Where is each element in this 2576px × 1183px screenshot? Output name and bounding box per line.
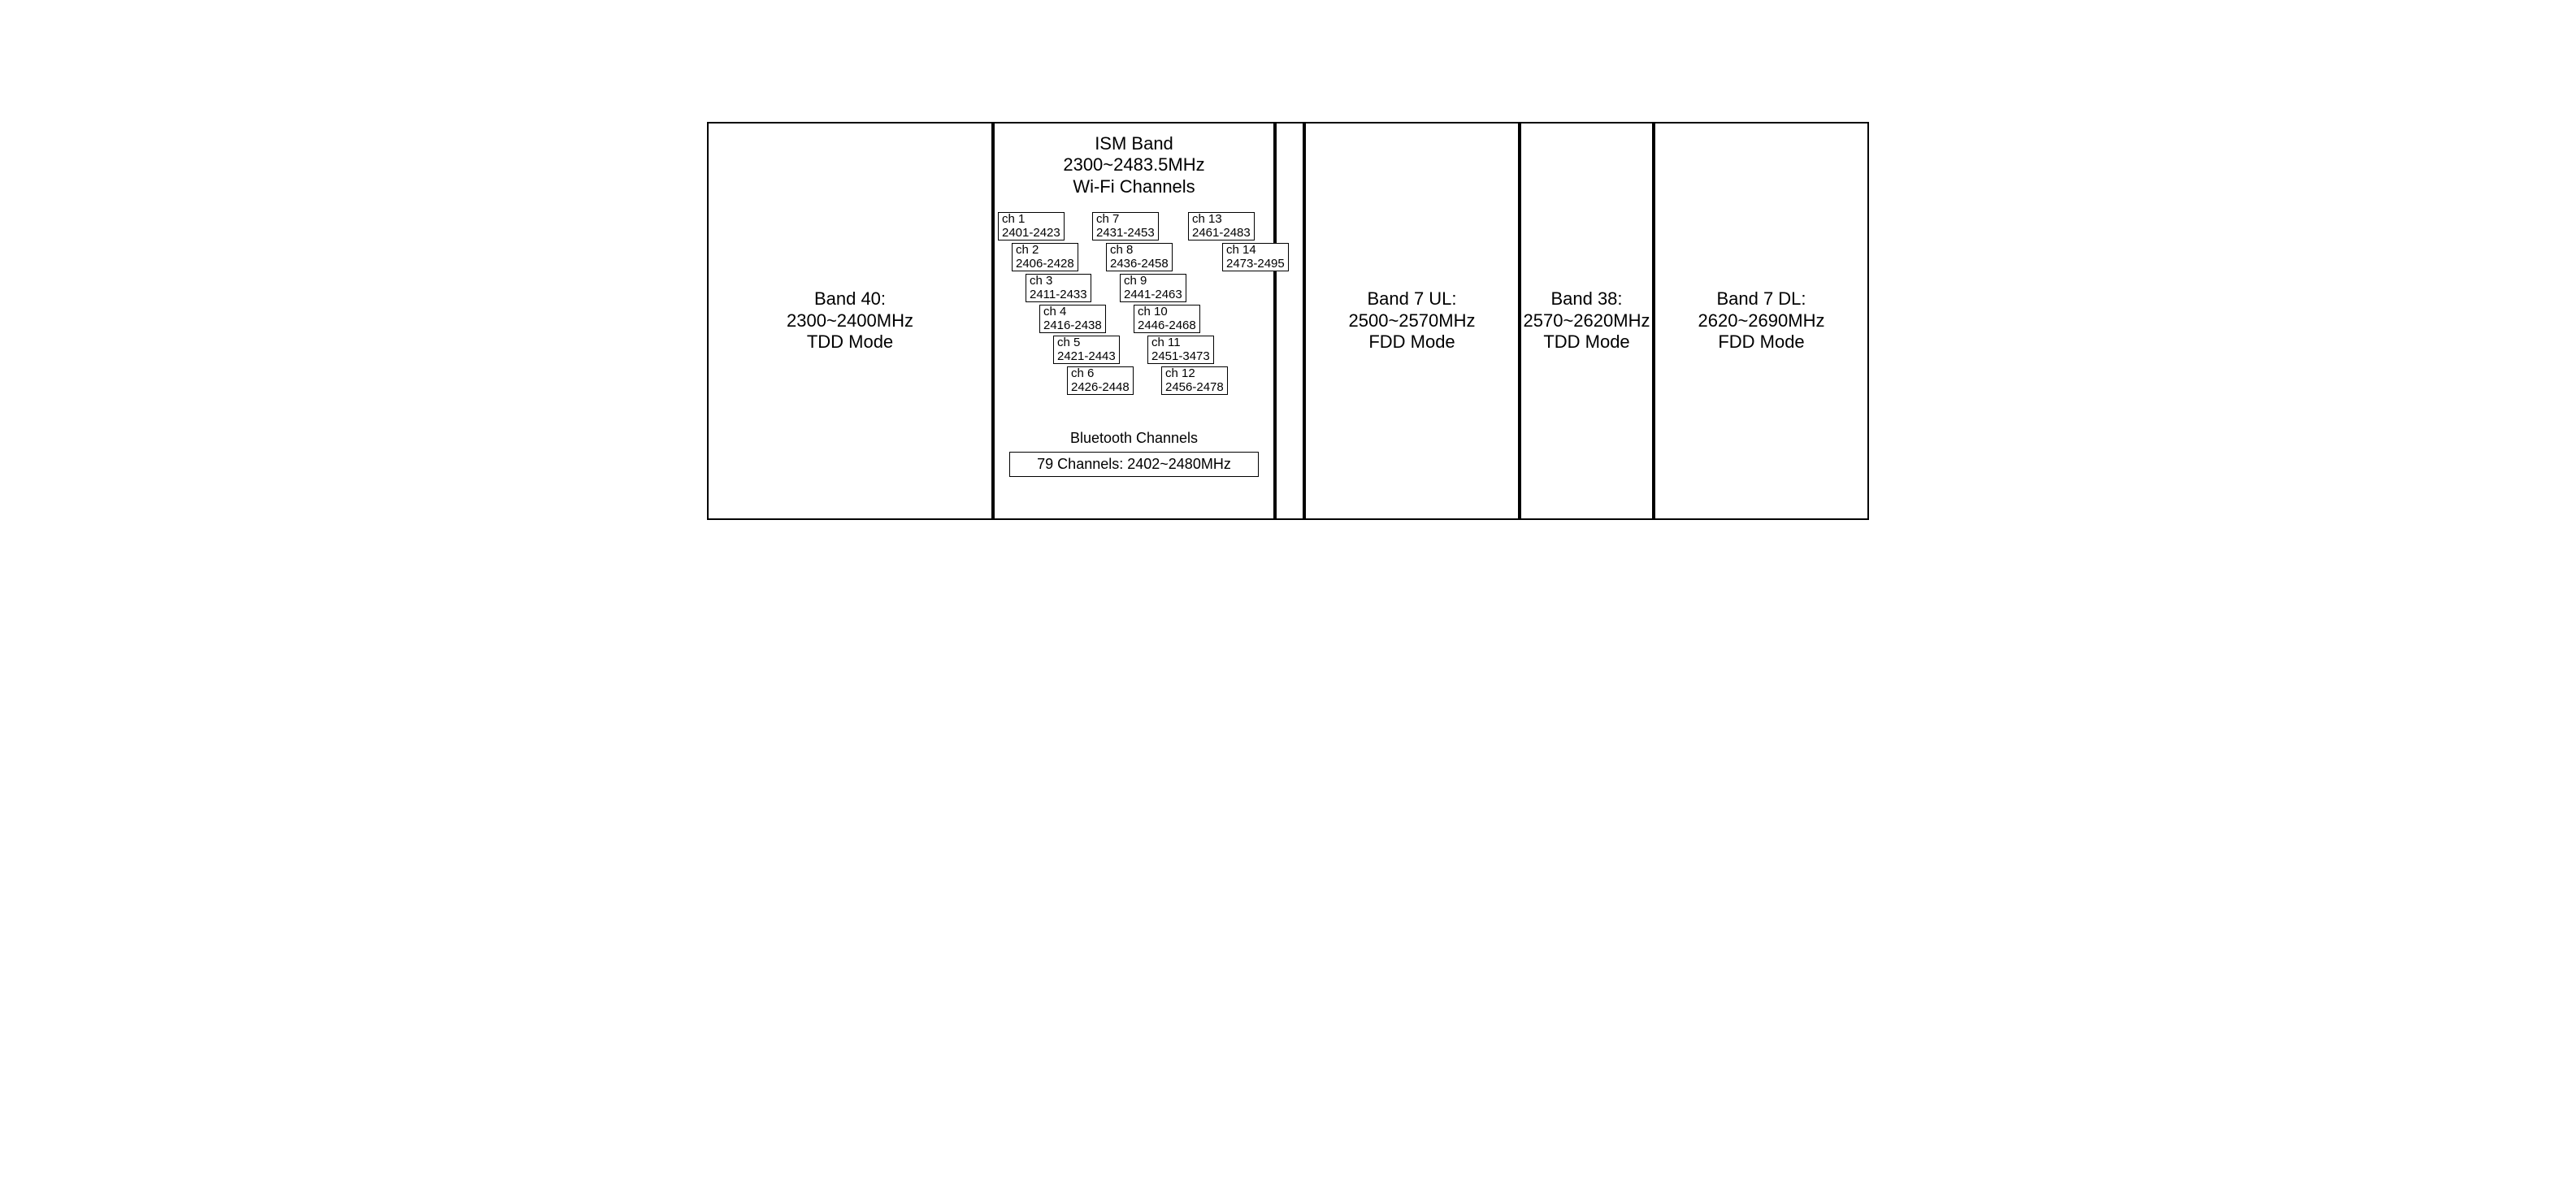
- band-band7ul-mode: FDD Mode: [1368, 332, 1455, 353]
- wifi-channel-9-label: ch 9: [1124, 275, 1182, 288]
- band-band7dl-title: Band 7 DL:: [1716, 288, 1806, 310]
- wifi-channel-1: ch 12401-2423: [998, 212, 1065, 240]
- band-band7dl-mode: FDD Mode: [1718, 332, 1804, 353]
- wifi-channel-9-range: 2441-2463: [1124, 288, 1182, 302]
- spectrum-gap: [1275, 122, 1304, 520]
- wifi-channel-2: ch 22406-2428: [1012, 243, 1078, 271]
- wifi-channel-9: ch 92441-2463: [1120, 274, 1186, 302]
- wifi-channel-1-label: ch 1: [1002, 213, 1060, 227]
- wifi-channel-6-range: 2426-2448: [1071, 381, 1130, 395]
- band-band38-mode: TDD Mode: [1543, 332, 1629, 353]
- band-cell-band40: Band 40:2300~2400MHzTDD Mode: [707, 122, 993, 520]
- ism-title_line2: 2300~2483.5MHz: [995, 154, 1273, 176]
- wifi-channel-8-label: ch 8: [1110, 244, 1169, 258]
- wifi-channel-3: ch 32411-2433: [1026, 274, 1091, 302]
- ism-band-cell: ISM Band2300~2483.5MHzWi-Fi Channels ch 1…: [993, 122, 1275, 520]
- wifi-channel-11-range: 2451-3473: [1151, 350, 1210, 364]
- wifi-channel-3-label: ch 3: [1030, 275, 1087, 288]
- wifi-channel-6: ch 62426-2448: [1067, 366, 1134, 395]
- wifi-channel-11: ch 112451-3473: [1147, 336, 1214, 364]
- wifi-channel-13: ch 132461-2483: [1188, 212, 1255, 240]
- wifi-channel-12: ch 122456-2478: [1161, 366, 1228, 395]
- wifi-channel-12-range: 2456-2478: [1165, 381, 1224, 395]
- ism-title_line1: ISM Band: [995, 133, 1273, 154]
- wifi-channel-1-range: 2401-2423: [1002, 227, 1060, 240]
- band-band7ul-title: Band 7 UL:: [1367, 288, 1456, 310]
- wifi-channel-7: ch 72431-2453: [1092, 212, 1159, 240]
- wifi-channel-11-label: ch 11: [1151, 336, 1210, 350]
- bluetooth-label: Bluetooth Channels: [995, 430, 1273, 447]
- band-band38-range: 2570~2620MHz: [1524, 310, 1650, 332]
- ism-header: ISM Band2300~2483.5MHzWi-Fi Channels: [995, 124, 1273, 197]
- wifi-channel-6-label: ch 6: [1071, 367, 1130, 381]
- wifi-channel-14: ch 142473-2495: [1222, 243, 1289, 271]
- band-band40-range: 2300~2400MHz: [787, 310, 913, 332]
- bluetooth-channels-bar: 79 Channels: 2402~2480MHz: [1009, 452, 1259, 477]
- wifi-channel-5: ch 52421-2443: [1053, 336, 1120, 364]
- wifi-channel-7-label: ch 7: [1096, 213, 1155, 227]
- wifi-channel-12-label: ch 12: [1165, 367, 1224, 381]
- wifi-channel-2-range: 2406-2428: [1016, 258, 1074, 271]
- band-cell-band7dl: Band 7 DL:2620~2690MHzFDD Mode: [1654, 122, 1869, 520]
- wifi-channel-5-label: ch 5: [1057, 336, 1116, 350]
- band-cell-band7ul: Band 7 UL:2500~2570MHzFDD Mode: [1304, 122, 1520, 520]
- band-band40-mode: TDD Mode: [807, 332, 893, 353]
- wifi-channel-14-range: 2473-2495: [1226, 258, 1285, 271]
- frequency-band-diagram: Band 40:2300~2400MHzTDD ModeBand 7 UL:25…: [707, 122, 1869, 520]
- band-cell-band38: Band 38:2570~2620MHzTDD Mode: [1520, 122, 1654, 520]
- wifi-channel-4-range: 2416-2438: [1043, 319, 1102, 333]
- wifi-channel-13-range: 2461-2483: [1192, 227, 1251, 240]
- wifi-channel-10-range: 2446-2468: [1138, 319, 1196, 333]
- bluetooth-section: Bluetooth Channels 79 Channels: 2402~2480…: [995, 430, 1273, 477]
- wifi-channels-area: ch 12401-2423ch 22406-2428ch 32411-2433c…: [995, 212, 1273, 430]
- wifi-channel-5-range: 2421-2443: [1057, 350, 1116, 364]
- wifi-channel-8-range: 2436-2458: [1110, 258, 1169, 271]
- wifi-channel-7-range: 2431-2453: [1096, 227, 1155, 240]
- band-band7ul-range: 2500~2570MHz: [1349, 310, 1476, 332]
- wifi-channel-4: ch 42416-2438: [1039, 305, 1106, 333]
- band-band38-title: Band 38:: [1550, 288, 1622, 310]
- wifi-channel-2-label: ch 2: [1016, 244, 1074, 258]
- wifi-channel-4-label: ch 4: [1043, 306, 1102, 319]
- wifi-channel-3-range: 2411-2433: [1030, 288, 1087, 302]
- ism-title_line3: Wi-Fi Channels: [995, 176, 1273, 197]
- wifi-channel-13-label: ch 13: [1192, 213, 1251, 227]
- wifi-channel-14-label: ch 14: [1226, 244, 1285, 258]
- wifi-channel-8: ch 82436-2458: [1106, 243, 1173, 271]
- wifi-channel-10-label: ch 10: [1138, 306, 1196, 319]
- wifi-channel-10: ch 102446-2468: [1134, 305, 1200, 333]
- band-band7dl-range: 2620~2690MHz: [1698, 310, 1825, 332]
- band-band40-title: Band 40:: [814, 288, 886, 310]
